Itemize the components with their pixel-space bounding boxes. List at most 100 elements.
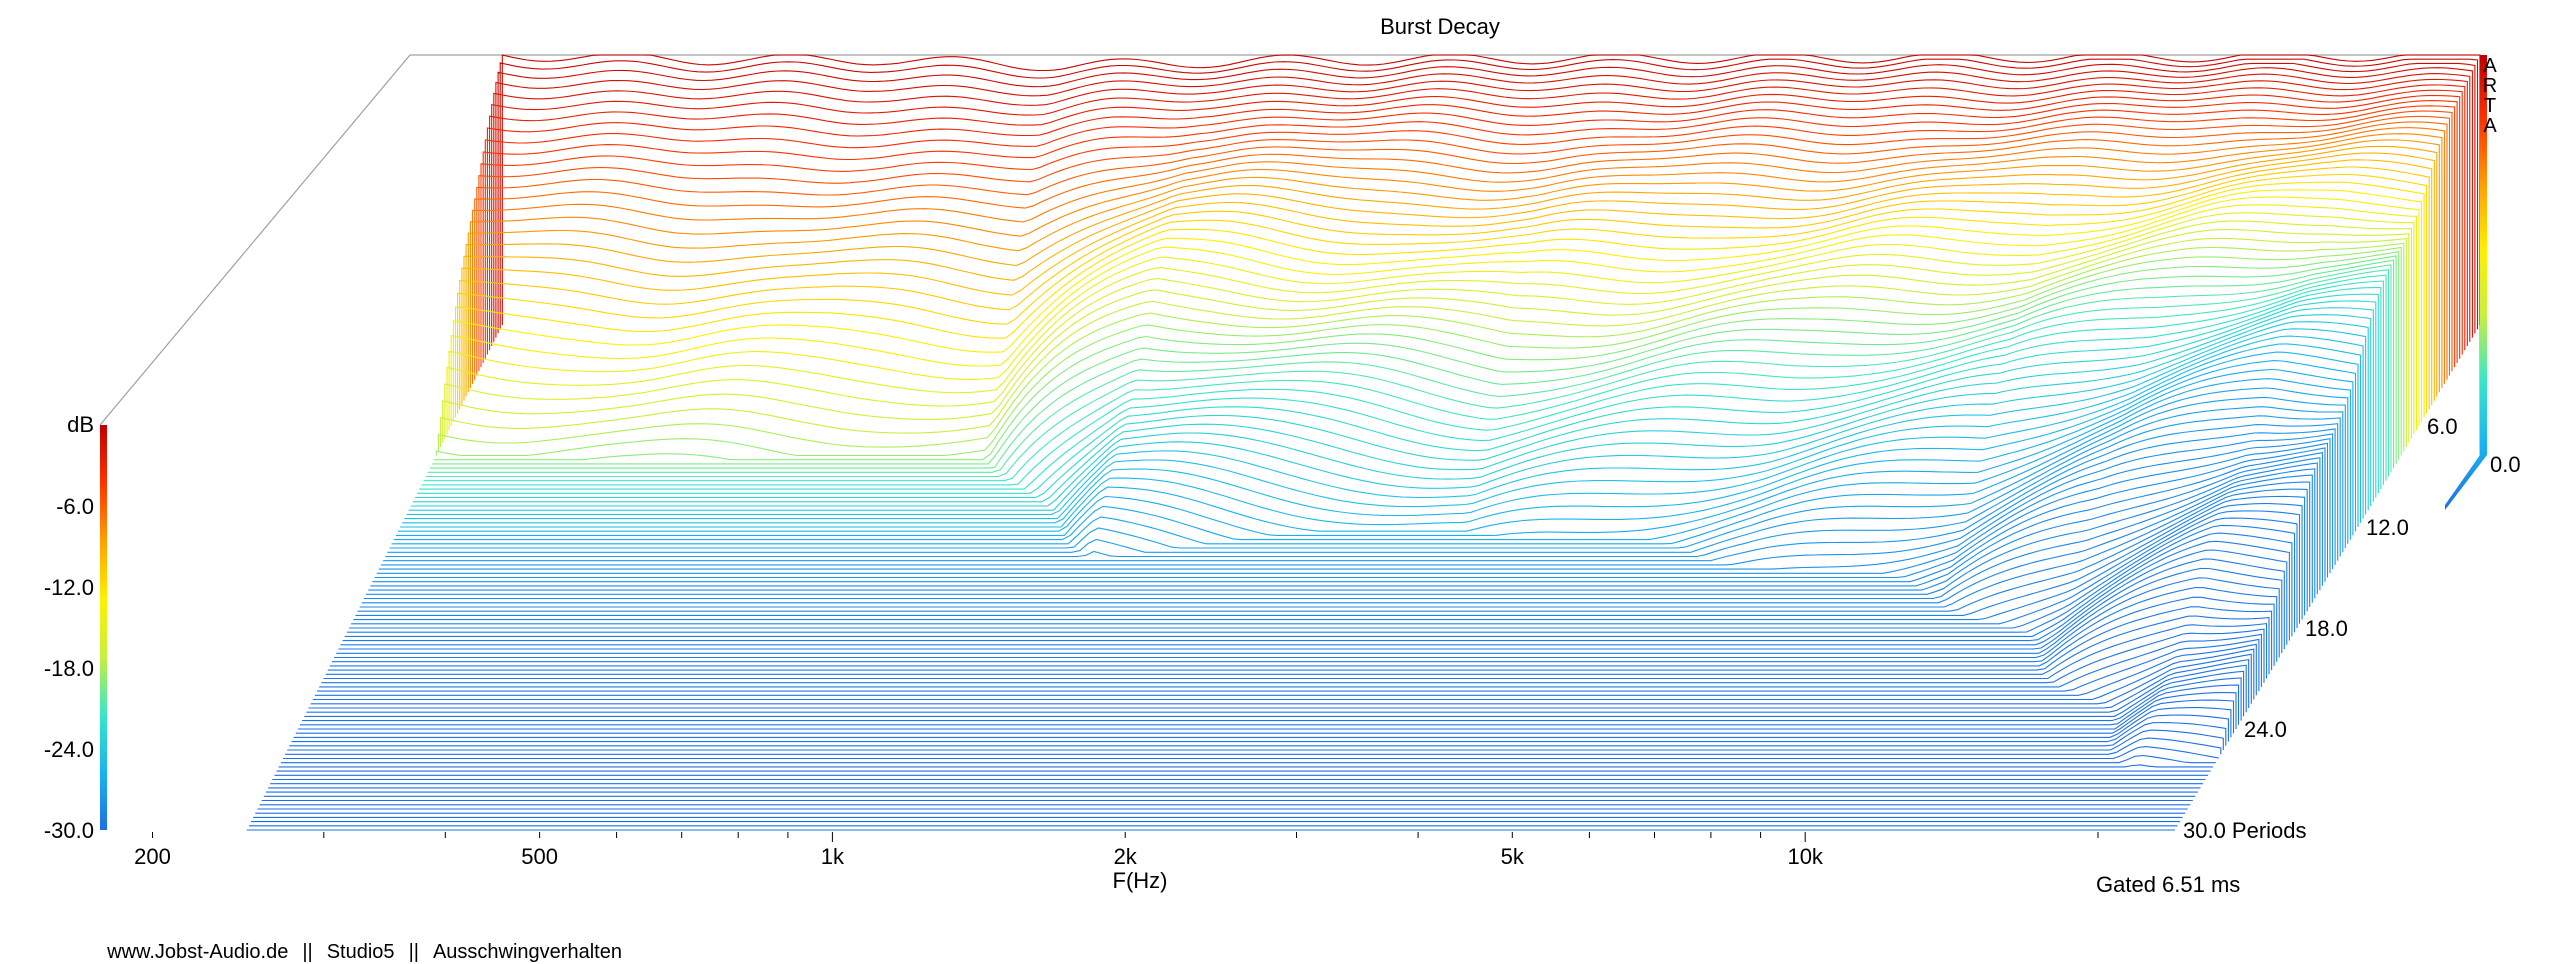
decay-slice [476, 115, 2451, 376]
decay-slice [310, 653, 2252, 705]
decay-slice [469, 133, 2443, 389]
decay-slice [378, 433, 2334, 570]
x-axis-label: F(Hz) [1113, 868, 1168, 893]
brand-letter: A [2483, 115, 2497, 137]
decay-slice [421, 280, 2384, 486]
decay-slice [304, 670, 2245, 717]
x-tick-label: 1k [821, 844, 845, 869]
decay-slice [312, 648, 2255, 701]
footer-description: Ausschwingverhalten [432, 941, 622, 963]
decay-slice [446, 212, 2415, 435]
decay-slice [327, 606, 2273, 671]
decay-slice [361, 474, 2313, 604]
decay-slice [314, 643, 2257, 696]
decay-slice [278, 764, 2214, 768]
decay-slice [459, 166, 2430, 410]
footer-separator: || [302, 941, 313, 963]
decay-slice [346, 524, 2296, 633]
decay-slice [363, 468, 2316, 600]
decay-slice [457, 173, 2428, 414]
decay-slice [387, 406, 2344, 553]
decay-slice [435, 246, 2402, 457]
decay-slice [410, 314, 2372, 507]
gate-note: Gated 6.51 ms [2096, 872, 2240, 897]
decay-slice [423, 274, 2387, 482]
db-tick-label: -30.0 [44, 818, 94, 843]
decay-slice [432, 255, 2397, 465]
decay-slice [340, 549, 2288, 646]
brand-letter: A [2483, 55, 2497, 77]
decay-slice [342, 540, 2290, 642]
db-tick-label: -12.0 [44, 575, 94, 600]
decay-slice [355, 495, 2306, 616]
decay-slice [351, 510, 2301, 625]
x-tick-label: 500 [521, 844, 558, 869]
x-tick-label: 5k [1501, 844, 1525, 869]
decay-slice [376, 437, 2331, 574]
chart-title: Burst Decay [1380, 14, 1500, 39]
decay-slice [478, 110, 2453, 372]
x-minor-ticks [152, 832, 2099, 842]
footer-device: Studio5 [326, 941, 395, 963]
waterfall-slices [246, 54, 2481, 831]
frame-left-diagonal [99, 54, 411, 426]
decay-slice [495, 67, 2473, 338]
decay-slice [383, 423, 2339, 562]
decay-slice [452, 189, 2423, 422]
decay-slice [467, 139, 2440, 393]
db-colorbar: dB -6.0 -12.0 -18.0 -24.0 -30.0 [44, 412, 107, 843]
x-tick-label: 2k [1114, 844, 1138, 869]
periods-tick-label: 24.0 [2244, 717, 2287, 742]
decay-slice [297, 692, 2237, 730]
decay-slice [408, 321, 2369, 511]
decay-slice [444, 220, 2412, 439]
decay-slice [448, 204, 2418, 431]
decay-slice [501, 54, 2481, 325]
decay-slice [463, 152, 2435, 401]
decay-slice [440, 237, 2407, 447]
decay-slice [325, 615, 2270, 675]
decay-slice [465, 145, 2438, 397]
decay-slice [427, 264, 2392, 473]
decay-slice [442, 228, 2410, 443]
decay-slice [368, 457, 2321, 591]
decay-slice [412, 307, 2374, 503]
db-tick-label: -18.0 [44, 656, 94, 681]
decay-slice [491, 78, 2468, 346]
decay-slice [415, 300, 2377, 499]
periods-tick-labels: 6.0 12.0 18.0 24.0 30.0 Periods [2183, 414, 2458, 843]
decay-slice [353, 503, 2303, 621]
decay-slice [319, 633, 2262, 688]
db-tick-label: -6.0 [56, 494, 94, 519]
decay-slice [334, 577, 2280, 659]
periods-tick-label: 18.0 [2305, 616, 2348, 641]
db-tick-labels: -6.0 -12.0 -18.0 -24.0 -30.0 [44, 494, 94, 843]
colorbar-right-tick: 0.0 [2490, 452, 2521, 477]
decay-slice [323, 622, 2268, 680]
decay-slice [370, 452, 2323, 587]
x-tick-label: 200 [134, 844, 171, 869]
decay-slice [400, 351, 2359, 528]
decay-slice [385, 415, 2341, 558]
decay-slice [480, 105, 2456, 368]
db-colorbar-gradient [100, 425, 107, 830]
decay-slice [308, 658, 2250, 709]
periods-tick-label: 12.0 [2366, 515, 2409, 540]
decay-slice [474, 121, 2448, 380]
periods-tick-label: 30.0 Periods [2183, 818, 2307, 843]
decay-slice [437, 242, 2405, 452]
periods-tick-label: 6.0 [2427, 414, 2458, 439]
decay-slice [497, 62, 2476, 334]
decay-slice [374, 442, 2329, 579]
decay-slice [486, 89, 2463, 355]
decay-slice [434, 251, 2400, 461]
decay-slice [285, 737, 2222, 755]
decay-slice [280, 754, 2216, 764]
decay-slice [321, 628, 2265, 684]
decay-slice [393, 378, 2351, 541]
decay-slice [359, 481, 2311, 608]
decay-slice [372, 447, 2326, 583]
decay-slice [302, 677, 2242, 722]
decay-slice [295, 699, 2235, 734]
